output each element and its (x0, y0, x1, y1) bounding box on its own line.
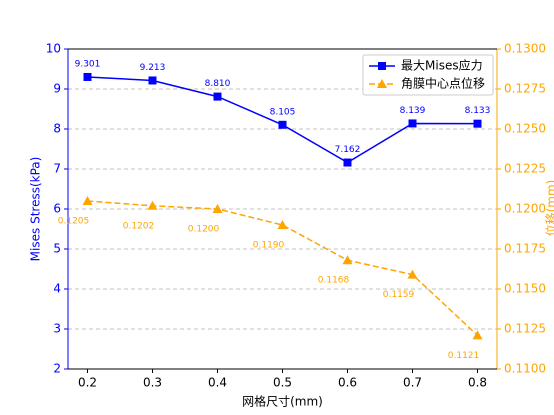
x-tick-label: 0.4 (208, 376, 227, 390)
y2-tick-label: 0.1300 (504, 42, 546, 56)
data-label: 9.301 (75, 59, 101, 69)
data-label: 8.105 (270, 107, 296, 117)
y-tick-label: 6 (53, 202, 61, 216)
point (277, 220, 288, 229)
y-axis-label: Mises Stress(kPa) (29, 157, 43, 262)
y-tick-label: 10 (46, 42, 61, 56)
y-tick-label: 5 (53, 242, 61, 256)
point (473, 119, 482, 128)
y-tick-label: 4 (53, 282, 61, 296)
y2-tick-label: 0.1250 (504, 122, 546, 136)
point (212, 204, 223, 213)
legend-marker (378, 62, 386, 70)
point (82, 196, 93, 205)
x-tick-label: 0.2 (78, 376, 97, 390)
data-label: 7.162 (335, 145, 361, 155)
x-tick-label: 0.5 (273, 376, 292, 390)
data-label: 0.1121 (448, 351, 480, 361)
data-label: 0.1159 (383, 290, 415, 300)
data-label: 8.810 (205, 79, 231, 89)
y-tick-label: 9 (53, 82, 61, 96)
y-tick-label: 3 (53, 322, 61, 336)
point (213, 92, 222, 101)
y2-tick-label: 0.1150 (504, 282, 546, 296)
point (83, 72, 92, 81)
y2-tick-label: 0.1275 (504, 82, 546, 96)
point (472, 330, 483, 340)
point (407, 269, 418, 279)
point (148, 76, 157, 85)
legend-box (362, 54, 494, 96)
legend-marker (377, 79, 387, 88)
point (278, 120, 287, 129)
data-label: 0.1200 (188, 225, 220, 235)
y-tick-label: 7 (53, 162, 61, 176)
data-label: 0.1205 (58, 217, 90, 227)
data-label: 8.133 (465, 106, 491, 116)
y2-axis-label: 位移(mm) (544, 180, 554, 237)
x-axis-label: 网格尺寸(mm) (242, 394, 323, 409)
point (343, 158, 352, 167)
point (342, 255, 353, 265)
data-label: 0.1202 (123, 221, 155, 231)
point (147, 200, 158, 210)
y2-tick-label: 0.1125 (504, 322, 546, 336)
data-label: 9.213 (140, 63, 166, 73)
point (408, 119, 417, 128)
x-tick-label: 0.8 (468, 376, 487, 390)
y2-tick-label: 0.1225 (504, 162, 546, 176)
x-tick-label: 0.7 (403, 376, 422, 390)
data-label: 0.1190 (253, 241, 285, 251)
y2-tick-label: 0.1175 (504, 242, 546, 256)
y2-tick-label: 0.1100 (504, 362, 546, 376)
data-label: 0.1168 (318, 276, 350, 286)
y2-tick-label: 0.1200 (504, 202, 546, 216)
legend-label: 角膜中心点位移 (401, 76, 485, 91)
y-tick-label: 8 (53, 122, 61, 136)
x-tick-label: 0.6 (338, 376, 357, 390)
x-tick-label: 0.3 (143, 376, 162, 390)
y-tick-label: 2 (53, 362, 61, 376)
data-label: 8.139 (400, 106, 426, 116)
legend-label: 最大Mises应力 (401, 58, 483, 73)
